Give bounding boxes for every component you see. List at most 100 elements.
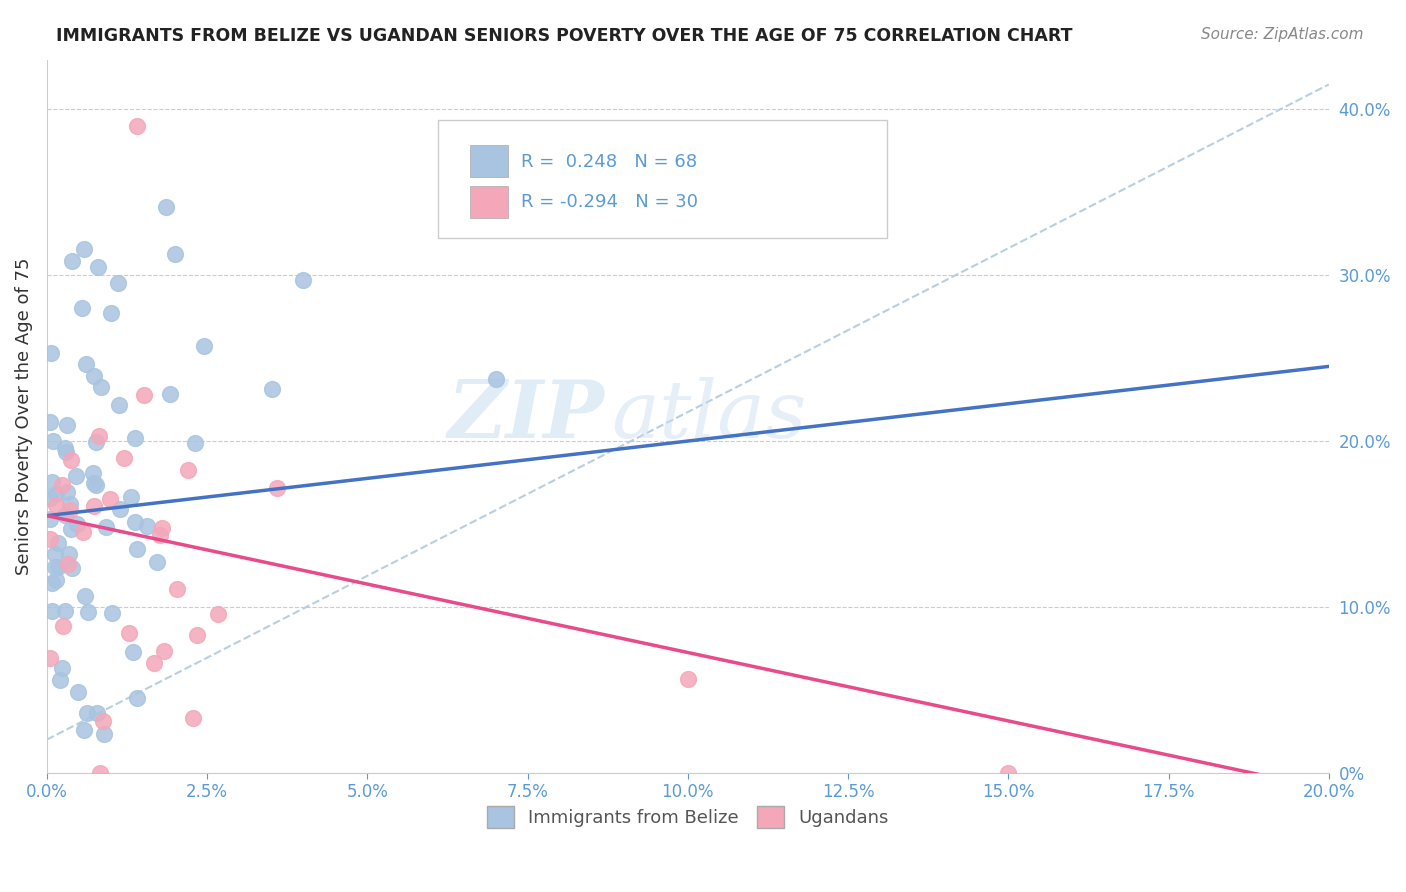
- Point: [58, 503, 80, 517]
- Bar: [470, 145, 509, 178]
- Point: [91, 714, 114, 728]
- Point: [159, 387, 181, 401]
- Point: [207, 607, 229, 621]
- Point: [60, 561, 83, 575]
- Point: [51, 478, 73, 492]
- Point: [181, 711, 204, 725]
- Point: [82, 466, 104, 480]
- Point: [75, 358, 97, 372]
- Point: [59, 521, 82, 535]
- Point: [176, 463, 198, 477]
- Point: [39, 512, 62, 526]
- Point: [155, 200, 177, 214]
- Text: R =  0.248   N = 68: R = 0.248 N = 68: [522, 153, 697, 170]
- Point: [51, 661, 73, 675]
- Point: [72, 301, 94, 316]
- Point: [266, 481, 288, 495]
- Point: [146, 555, 169, 569]
- Point: [87, 428, 110, 442]
- Point: [166, 582, 188, 596]
- Point: [121, 645, 143, 659]
- Point: [73, 589, 96, 603]
- Point: [62, 254, 84, 268]
- Point: [45, 498, 67, 512]
- Legend: Immigrants from Belize, Ugandans: Immigrants from Belize, Ugandans: [479, 798, 896, 835]
- Point: [53, 442, 76, 456]
- Y-axis label: Seniors Poverty Over the Age of 75: Seniors Poverty Over the Age of 75: [15, 258, 32, 575]
- Point: [100, 305, 122, 319]
- Point: [108, 398, 131, 412]
- Text: Source: ZipAtlas.com: Source: ZipAtlas.com: [1201, 27, 1364, 42]
- Point: [262, 382, 284, 396]
- Point: [67, 685, 90, 699]
- Point: [39, 532, 62, 546]
- Point: [107, 277, 129, 291]
- Text: R = -0.294   N = 30: R = -0.294 N = 30: [522, 194, 699, 211]
- Point: [39, 346, 62, 360]
- Point: [93, 727, 115, 741]
- Point: [39, 491, 62, 505]
- Text: ZIP: ZIP: [447, 377, 605, 455]
- Point: [89, 765, 111, 780]
- Point: [46, 536, 69, 550]
- Point: [127, 119, 149, 133]
- Point: [44, 560, 66, 574]
- Point: [87, 260, 110, 274]
- Point: [997, 765, 1019, 780]
- Point: [52, 619, 75, 633]
- Point: [45, 487, 67, 501]
- Point: [41, 475, 63, 489]
- Point: [83, 499, 105, 513]
- Point: [55, 417, 77, 432]
- Point: [142, 657, 165, 671]
- Point: [53, 604, 76, 618]
- Point: [58, 547, 80, 561]
- Point: [186, 628, 208, 642]
- Point: [153, 643, 176, 657]
- FancyBboxPatch shape: [437, 120, 887, 238]
- Point: [135, 518, 157, 533]
- Point: [72, 524, 94, 539]
- Point: [86, 706, 108, 721]
- Point: [124, 431, 146, 445]
- Point: [101, 606, 124, 620]
- Point: [76, 605, 98, 619]
- Text: atlas: atlas: [612, 377, 806, 455]
- Point: [125, 542, 148, 557]
- Point: [98, 491, 121, 506]
- Point: [39, 415, 62, 429]
- Text: IMMIGRANTS FROM BELIZE VS UGANDAN SENIORS POVERTY OVER THE AGE OF 75 CORRELATION: IMMIGRANTS FROM BELIZE VS UGANDAN SENIOR…: [56, 27, 1073, 45]
- Point: [124, 515, 146, 529]
- Point: [484, 371, 506, 385]
- Point: [150, 521, 173, 535]
- Point: [184, 435, 207, 450]
- Point: [84, 478, 107, 492]
- Point: [44, 547, 66, 561]
- Point: [56, 558, 79, 572]
- Point: [65, 469, 87, 483]
- Point: [193, 339, 215, 353]
- Point: [45, 573, 67, 587]
- Point: [73, 242, 96, 256]
- Point: [41, 604, 63, 618]
- Point: [676, 673, 699, 687]
- Point: [58, 497, 80, 511]
- Point: [112, 450, 135, 465]
- Point: [134, 387, 156, 401]
- Point: [120, 491, 142, 505]
- Point: [60, 453, 83, 467]
- Point: [118, 626, 141, 640]
- Point: [90, 379, 112, 393]
- Point: [41, 576, 63, 591]
- Point: [149, 528, 172, 542]
- Point: [49, 673, 72, 687]
- Point: [163, 247, 186, 261]
- Point: [292, 273, 315, 287]
- Point: [66, 516, 89, 531]
- Point: [73, 723, 96, 737]
- Point: [42, 434, 65, 449]
- Point: [127, 690, 149, 705]
- Point: [83, 476, 105, 491]
- Bar: [470, 186, 509, 218]
- Point: [96, 519, 118, 533]
